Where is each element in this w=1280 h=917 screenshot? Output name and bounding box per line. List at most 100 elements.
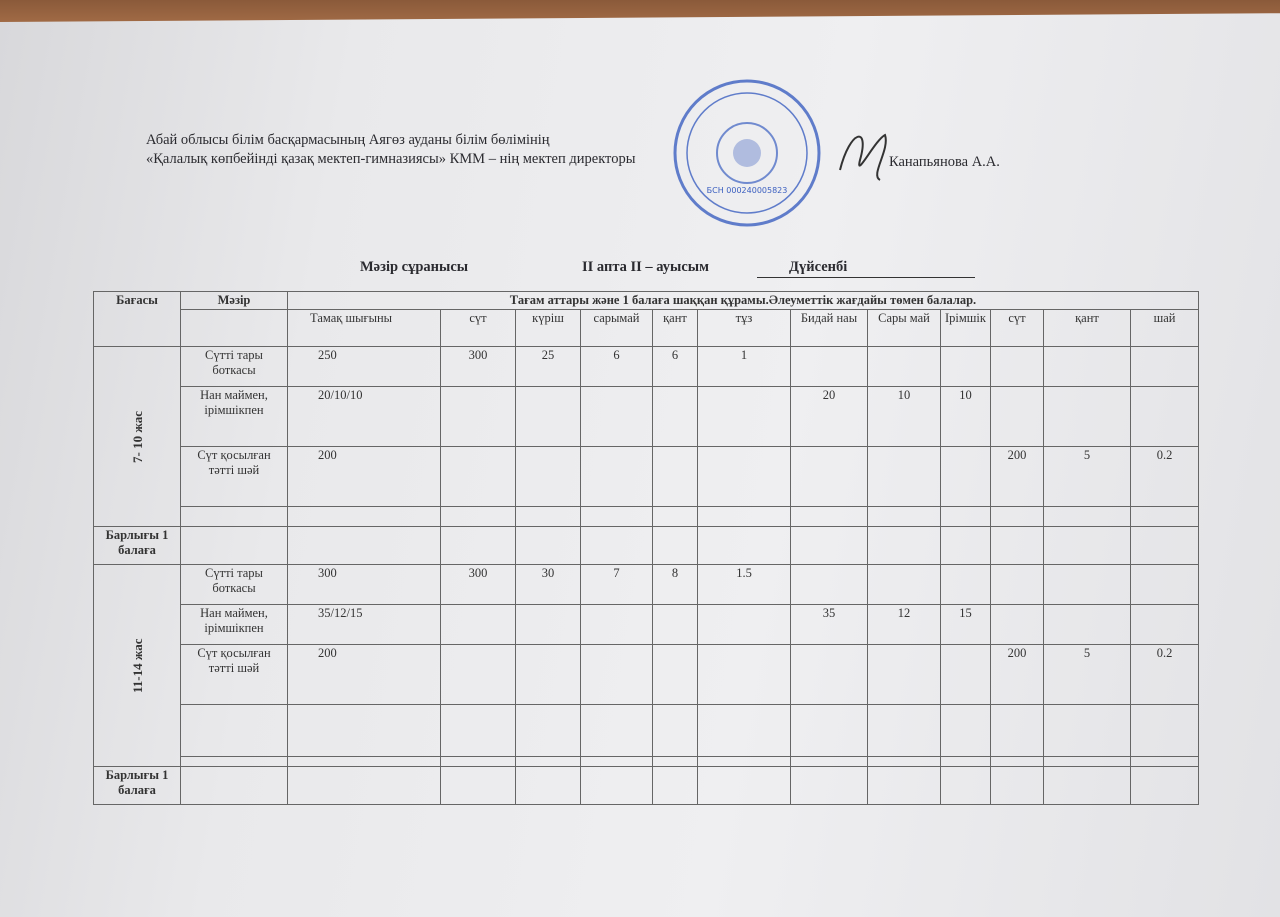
total-cell [652,526,698,565]
header-menu-blank [180,309,288,347]
total-cell [990,526,1044,565]
value-cell [790,564,868,605]
total-cell [990,766,1044,805]
subheader-cell: сүт [440,309,516,347]
value-cell [940,756,991,767]
value-cell [1130,506,1199,527]
subheader-cell: күріш [515,309,581,347]
total-cell [790,526,868,565]
value-cell: 12 [867,604,941,645]
value-cell: 25 [515,346,581,387]
total-row: Барлығы 1 балаға [93,526,1199,565]
value-cell: 1.5 [697,564,791,605]
value-cell [990,564,1044,605]
value-cell [1043,756,1131,767]
value-cell [697,756,791,767]
value-cell: 35 [790,604,868,645]
table-row [94,704,1199,757]
value-cell [697,604,791,645]
value-cell: 35/12/15 [287,604,441,645]
value-cell [867,704,941,757]
value-cell [990,704,1044,757]
total-cell [652,766,698,805]
total-cell [790,766,868,805]
dish-name [180,704,288,757]
total-cell [940,766,991,805]
subheader-cell: шай [1130,309,1199,347]
total-cell [867,526,941,565]
total-label: Барлығы 1 балаға [93,526,181,565]
value-cell [652,644,698,705]
value-cell [867,506,941,527]
total-label: Барлығы 1 балаға [93,766,181,805]
dish-name [180,756,288,767]
value-cell: 300 [440,564,516,605]
value-cell: 0.2 [1130,446,1199,507]
value-cell: 300 [440,346,516,387]
dish-name: Сүт қосылған тәтті шәй [180,446,288,507]
value-cell [790,446,868,507]
subheader-cell: тұз [697,309,791,347]
age-group-label: 7- 10 жас [93,346,181,527]
subheader-cell: Бидай наы [790,309,868,347]
value-cell [515,756,581,767]
value-cell [515,644,581,705]
subheader-cell: Тамақ шығыны [287,309,441,347]
value-cell [697,446,791,507]
value-cell: 7 [580,564,653,605]
value-cell [940,644,991,705]
value-cell [1043,604,1131,645]
dish-name: Нан маймен, ірімшікпен [180,604,288,645]
value-cell [1043,506,1131,527]
subheader-cell: сарымай [580,309,653,347]
value-cell [287,704,441,757]
value-cell: 10 [867,386,941,447]
value-cell [1043,704,1131,757]
total-cell [1043,526,1131,565]
value-cell [515,506,581,527]
total-row: Барлығы 1 балаға [93,766,1199,805]
value-cell [867,446,941,507]
day-of-week: Дүйсенбі [757,258,975,278]
subheader-cell: қант [1043,309,1131,347]
value-cell [440,704,516,757]
value-cell [940,346,991,387]
subheader-cell: Сары май [867,309,941,347]
value-cell [515,446,581,507]
table-header-row: Бағасы Мәзір Тағам аттары және 1 балаға … [93,291,1199,347]
value-cell [440,386,516,447]
value-cell [867,564,941,605]
organization-line-1: Абай облысы білім басқармасының Аягөз ау… [146,132,550,148]
value-cell [940,704,991,757]
total-cell [180,526,288,565]
value-cell [1130,386,1199,447]
menu-table: Бағасы Мәзір Тағам аттары және 1 балаға … [93,291,1199,805]
total-cell [287,526,441,565]
total-cell [1130,526,1199,565]
value-cell [652,506,698,527]
subheader-cell: қант [652,309,698,347]
value-cell [867,346,941,387]
value-cell [580,644,653,705]
value-cell: 8 [652,564,698,605]
value-cell [867,756,941,767]
value-cell [697,506,791,527]
value-cell [790,704,868,757]
value-cell [1130,756,1199,767]
value-cell [1043,346,1131,387]
value-cell: 300 [287,564,441,605]
value-cell [940,446,991,507]
official-stamp: БСН 000240005823 [673,79,821,227]
table-row: Сүт қосылған тәтті шәй 200 200 5 0.2 [94,644,1199,705]
value-cell [940,506,991,527]
table-row: Нан маймен, ірімшікпен 20/10/10 20 10 10 [94,386,1199,447]
value-cell [990,506,1044,527]
value-cell: 250 [287,346,441,387]
total-cell [1043,766,1131,805]
table-subheader-row: Тамақ шығыны сүт күріш сарымай қант тұз Бидай … [94,309,1199,347]
value-cell [440,604,516,645]
value-cell [440,756,516,767]
total-cell [867,766,941,805]
value-cell [1130,704,1199,757]
value-cell: 200 [990,644,1044,705]
